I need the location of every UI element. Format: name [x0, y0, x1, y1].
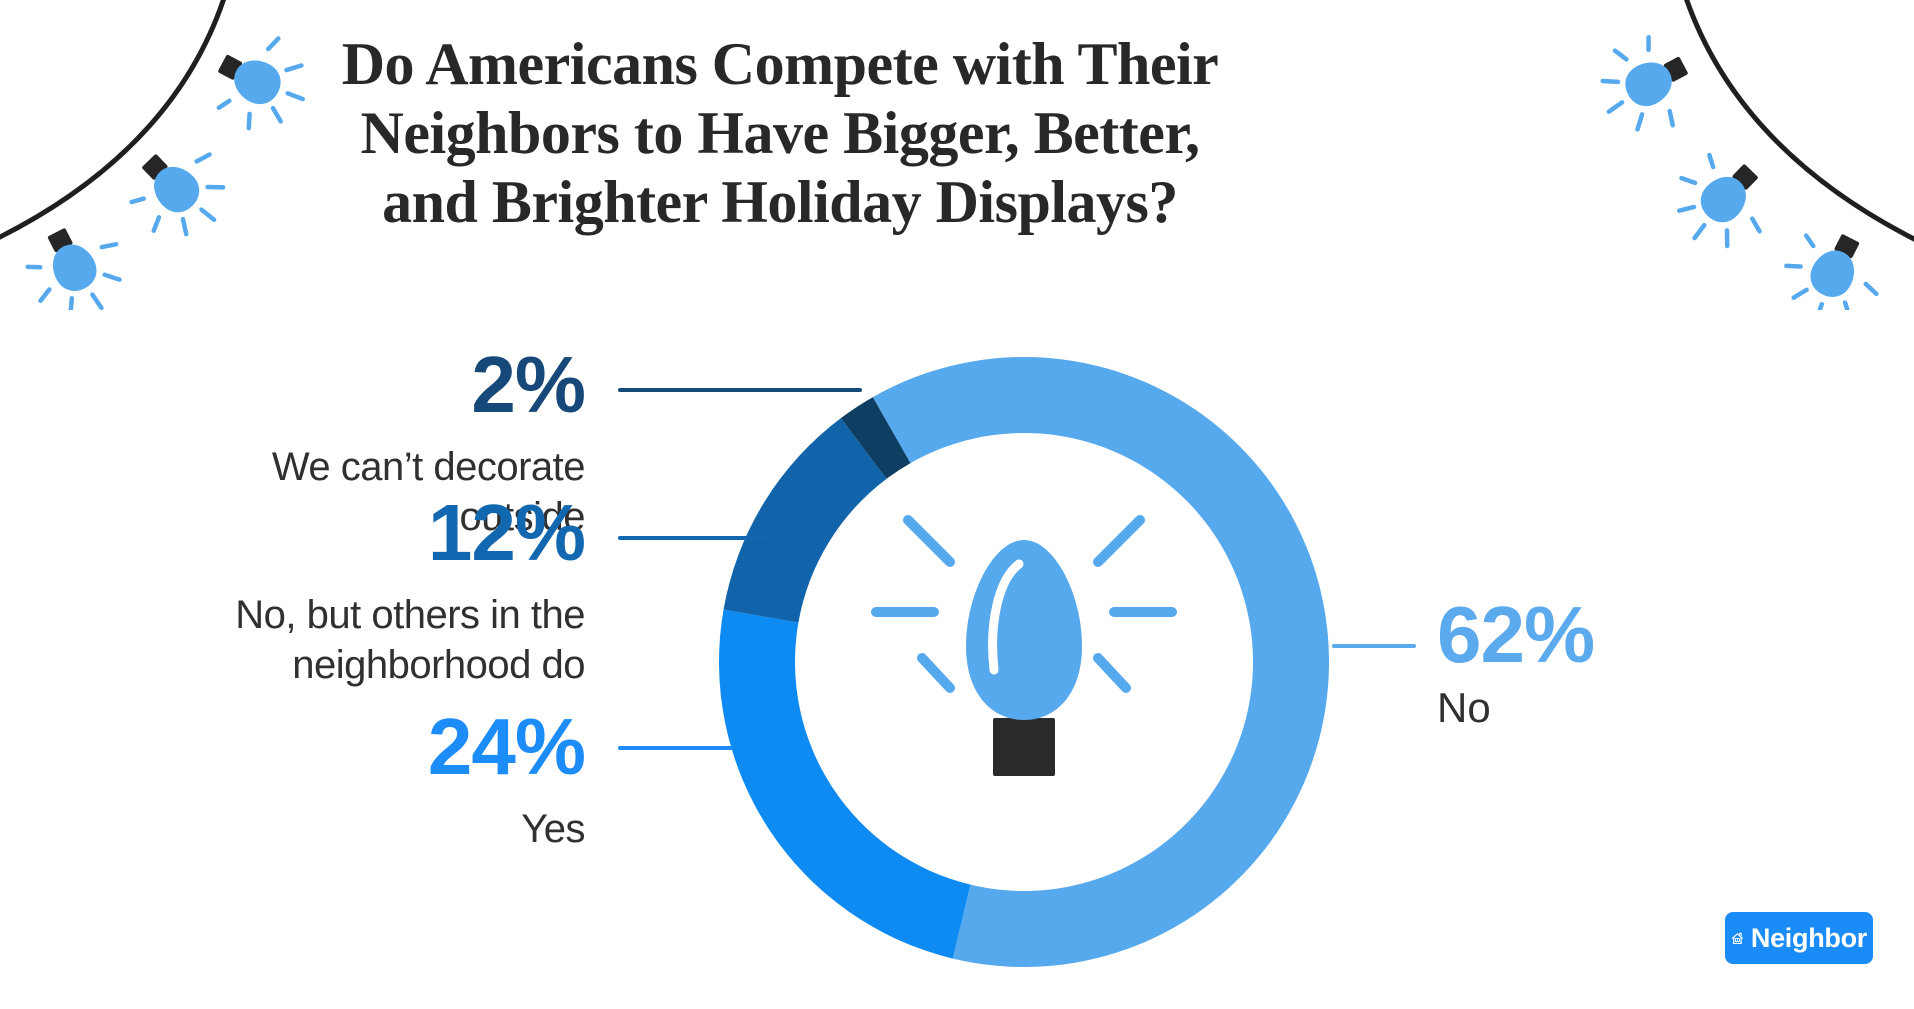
donut-segment-cant-decorate — [840, 397, 911, 479]
holiday-light-bulb-icon — [1585, 25, 1706, 148]
page-title: Do Americans Compete with Their Neighbor… — [260, 30, 1300, 237]
glowing-bulb-icon — [871, 515, 1177, 776]
string-lights-top-left-decoration — [0, 0, 340, 310]
light-string-wire — [1684, 0, 1914, 242]
donut-segment-no-but-others — [723, 418, 887, 623]
neighbor-logo-button[interactable]: Neighbor — [1725, 912, 1873, 964]
percent-value: 2% — [471, 340, 586, 429]
callout-12pct: 12% No, but others in the neighborhood d… — [185, 488, 586, 690]
light-string-wire — [0, 0, 226, 240]
string-lights-top-right-decoration — [1574, 0, 1914, 310]
logo-text: Neighbor — [1750, 922, 1867, 953]
donut-segment-yes — [718, 609, 971, 959]
callout-24pct: 24% Yes — [195, 702, 586, 854]
donut-chart-svg — [718, 356, 1330, 967]
bulb-body — [966, 540, 1082, 720]
title-line: and Brighter Holiday Displays? — [382, 169, 1178, 235]
bulb-highlight — [988, 559, 1024, 675]
percent-label: No — [1437, 684, 1491, 731]
bulb-base — [993, 718, 1055, 776]
leader-line-24pct — [618, 746, 734, 750]
leader-line-2pct — [618, 388, 862, 392]
bulb-rays-icon — [871, 515, 1177, 693]
callout-2pct: 2% We can’t decorate outside — [195, 340, 586, 542]
percent-value: 12% — [427, 488, 586, 577]
donut-segment-no — [872, 356, 1330, 967]
percent-label-line: No, but others in the — [235, 593, 585, 637]
percent-label: We can’t decorate outside — [271, 445, 586, 539]
title-line: Do Americans Compete with Their — [341, 31, 1219, 97]
percent-value: 62% — [1437, 590, 1595, 679]
holiday-light-bulb-icon — [1658, 139, 1786, 267]
title-line: Neighbors to Have Bigger, Better, — [360, 100, 1200, 166]
percent-label: No, but others in the neighborhood do — [185, 590, 585, 690]
leader-line-12pct — [618, 536, 768, 540]
house-icon — [1731, 932, 1743, 945]
percent-label-line: neighborhood do — [292, 643, 585, 687]
percent-value: 24% — [427, 702, 586, 791]
leader-line-62pct — [1332, 644, 1416, 648]
donut-chart — [660, 298, 1388, 1009]
holiday-light-bulb-icon — [116, 127, 244, 255]
callout-62pct: 62% No — [1437, 590, 1737, 732]
holiday-light-bulb-icon — [16, 210, 139, 310]
holiday-light-bulb-icon — [1771, 218, 1894, 310]
percent-label: Yes — [521, 807, 585, 851]
